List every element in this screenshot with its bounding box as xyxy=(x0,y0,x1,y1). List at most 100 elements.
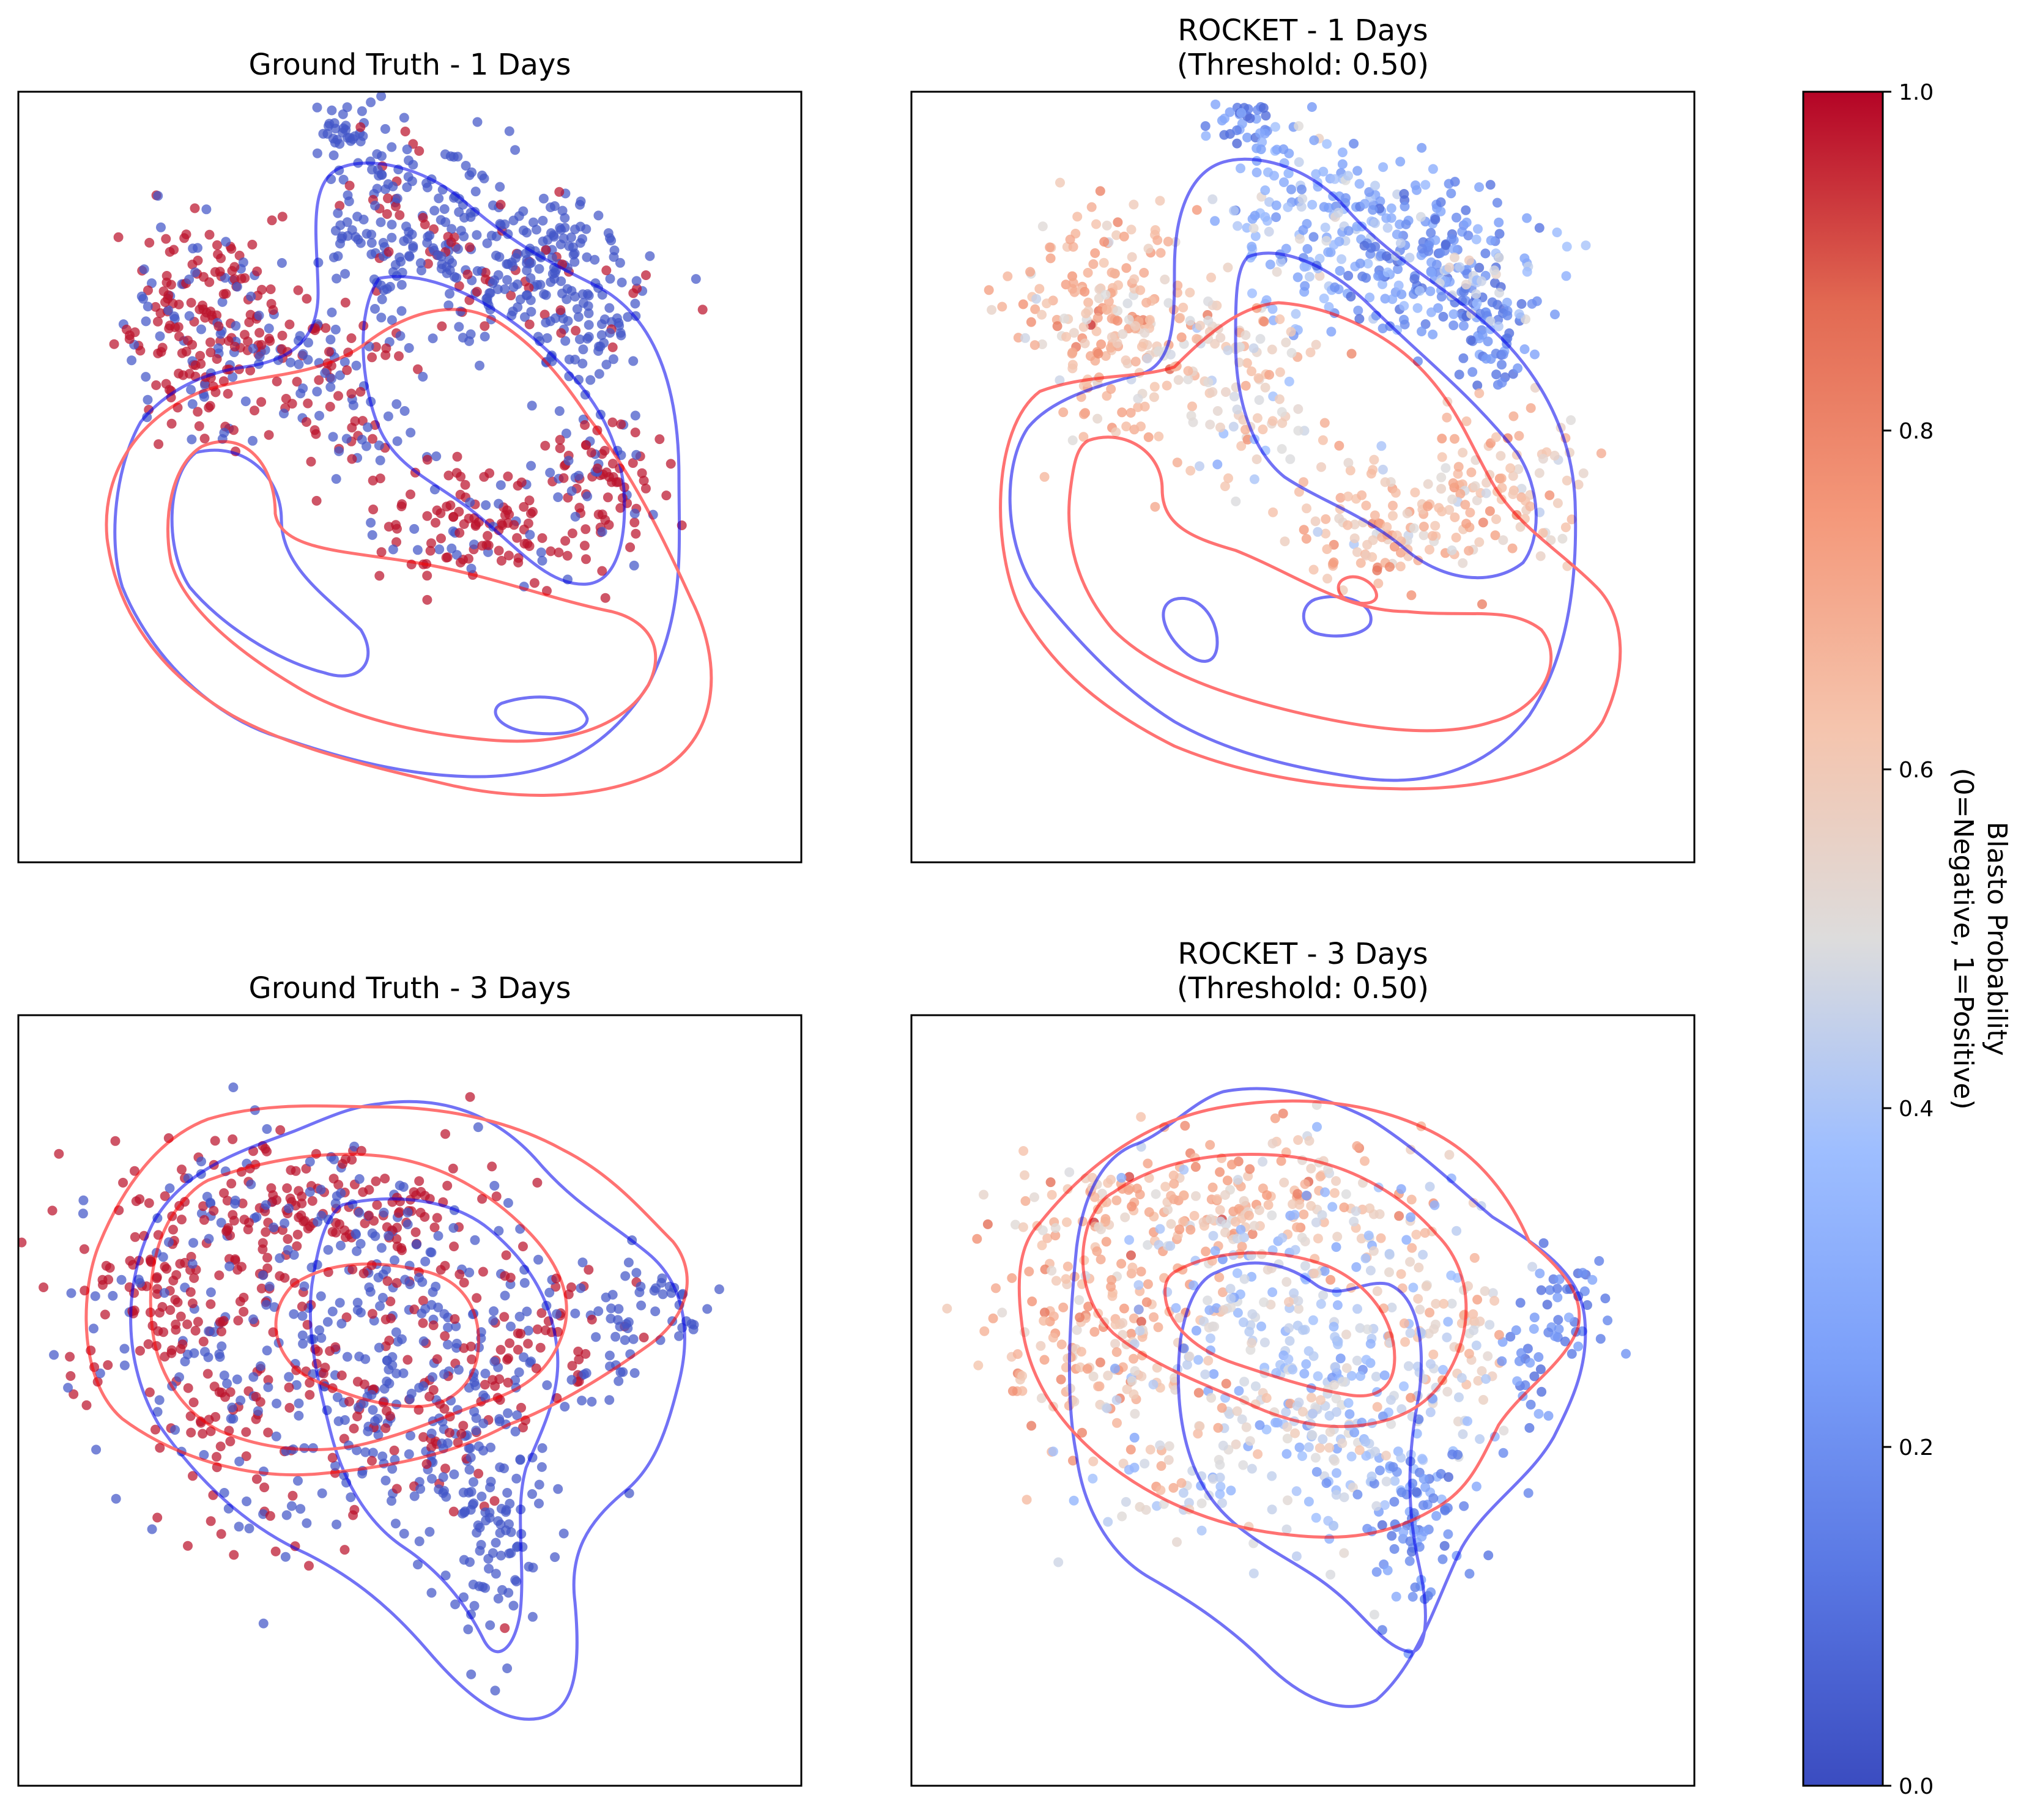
scatter-point xyxy=(1034,284,1045,294)
scatter-point xyxy=(414,1273,424,1283)
scatter-point xyxy=(650,1306,661,1317)
scatter-point xyxy=(616,419,626,429)
scatter-point xyxy=(1464,1348,1474,1359)
scatter-point xyxy=(614,477,623,487)
scatter-point xyxy=(1204,1305,1215,1315)
scatter-point xyxy=(323,1245,333,1255)
scatter-point xyxy=(480,331,490,342)
scatter-point xyxy=(523,1325,533,1336)
scatter-point xyxy=(342,102,352,113)
scatter-point xyxy=(1538,454,1548,464)
scatter-point xyxy=(279,409,289,419)
scatter-point xyxy=(427,1474,437,1484)
scatter-point xyxy=(283,1234,293,1244)
scatter-point xyxy=(1494,217,1504,228)
scatter-point xyxy=(1466,467,1477,478)
scatter-point xyxy=(1140,328,1150,338)
scatter-point xyxy=(618,1367,628,1377)
scatter-point xyxy=(1497,1356,1507,1366)
scatter-point xyxy=(256,397,267,407)
scatter-point xyxy=(1064,1167,1075,1177)
scatter-point xyxy=(472,286,482,297)
scatter-point xyxy=(1563,1312,1574,1323)
scatter-point xyxy=(1163,1205,1173,1215)
scatter-point xyxy=(1093,349,1103,359)
scatter-point xyxy=(1191,1191,1201,1201)
scatter-point xyxy=(1039,1355,1050,1365)
scatter-point xyxy=(1300,1179,1310,1189)
scatter-point xyxy=(1249,474,1259,484)
scatter-point xyxy=(1164,1441,1174,1451)
scatter-point xyxy=(1206,1214,1216,1224)
scatter-point xyxy=(420,220,430,229)
scatter-point xyxy=(1409,274,1420,284)
scatter-point xyxy=(505,1338,515,1348)
scatter-point xyxy=(1349,533,1360,544)
scatter-point xyxy=(264,324,274,333)
scatter-point xyxy=(1527,1262,1537,1272)
scatter-point xyxy=(1110,1319,1121,1330)
scatter-point xyxy=(212,354,222,364)
scatter-point xyxy=(1544,490,1555,500)
scatter-point xyxy=(1270,122,1280,132)
scatter-point xyxy=(1284,1323,1294,1333)
scatter-point xyxy=(1168,1171,1179,1180)
scatter-point xyxy=(399,406,410,416)
scatter-point xyxy=(1522,213,1532,223)
scatter-point xyxy=(594,369,604,379)
scatter-point xyxy=(39,1282,49,1292)
scatter-point xyxy=(311,429,321,439)
scatter-point xyxy=(439,1369,449,1379)
scatter-point xyxy=(367,1309,377,1319)
scatter-point xyxy=(1478,1395,1488,1405)
scatter-point xyxy=(1037,221,1048,232)
scatter-point xyxy=(584,331,594,342)
scatter-point xyxy=(1481,353,1491,364)
scatter-point xyxy=(1096,339,1107,349)
scatter-point xyxy=(349,1141,360,1152)
scatter-point xyxy=(1231,496,1241,506)
scatter-point xyxy=(1355,1323,1365,1333)
scatter-point xyxy=(471,1426,481,1436)
scatter-point xyxy=(548,230,558,240)
scatter-point xyxy=(1263,1200,1274,1210)
scatter-point xyxy=(212,1452,221,1462)
scatter-point xyxy=(1149,1312,1159,1322)
scatter-point xyxy=(1292,272,1303,283)
scatter-point xyxy=(1428,329,1438,339)
scatter-point xyxy=(1116,1172,1127,1183)
scatter-point xyxy=(593,1306,604,1316)
scatter-point xyxy=(1343,171,1353,181)
scatter-point xyxy=(1522,267,1532,277)
scatter-point xyxy=(1267,1138,1278,1149)
scatter-point xyxy=(439,1309,450,1319)
scatter-point xyxy=(1401,219,1411,229)
scatter-point xyxy=(385,1297,396,1306)
scatter-point xyxy=(1285,454,1296,464)
scatter-point xyxy=(1285,1336,1295,1346)
scatter-point xyxy=(284,319,295,330)
scatter-point xyxy=(1343,520,1353,530)
scatter-point xyxy=(1387,1531,1397,1541)
scatter-point xyxy=(219,1188,229,1198)
negative-contour-inner xyxy=(362,275,626,586)
scatter-point xyxy=(1253,1449,1263,1459)
scatter-point xyxy=(1595,1334,1606,1344)
scatter-point xyxy=(374,440,384,451)
scatter-point xyxy=(350,416,360,426)
scatter-point xyxy=(628,288,639,298)
scatter-point xyxy=(1322,544,1332,554)
scatter-point xyxy=(1485,180,1496,190)
scatter-point xyxy=(469,539,479,550)
scatter-point xyxy=(1137,1371,1147,1382)
scatter-point xyxy=(1454,369,1464,380)
scatter-point xyxy=(1226,1485,1236,1496)
scatter-point xyxy=(18,1237,27,1248)
scatter-point xyxy=(522,265,532,276)
scatter-point xyxy=(1326,327,1337,337)
scatter-point xyxy=(1220,113,1229,124)
scatter-point xyxy=(305,1187,315,1197)
scatter-point xyxy=(305,1389,315,1400)
scatter-point xyxy=(1277,444,1287,454)
scatter-point xyxy=(1042,298,1052,309)
